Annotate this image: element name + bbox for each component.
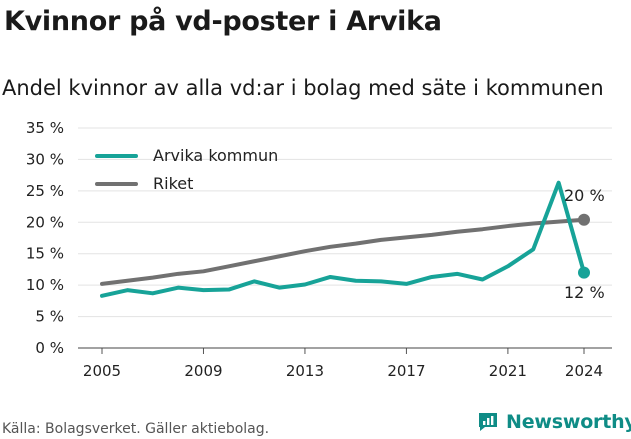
x-tick-label: 2017: [387, 362, 425, 380]
x-tick-label: 2021: [489, 362, 527, 380]
brand-logo: Newsworthy: [476, 410, 631, 434]
end-label-riket: 20 %: [564, 186, 605, 205]
brand-name: Newsworthy: [506, 411, 631, 433]
chart-subtitle: Andel kvinnor av alla vd:ar i bolag med …: [2, 76, 604, 100]
x-tick-label: 2024: [565, 362, 603, 380]
x-tick-label: 2005: [83, 362, 121, 380]
y-tick-label: 20 %: [26, 213, 64, 231]
x-tick-label: 2009: [184, 362, 222, 380]
chart-title: Kvinnor på vd-poster i Arvika: [4, 6, 442, 37]
legend: Arvika kommun Riket: [95, 146, 278, 193]
y-tick-label: 10 %: [26, 276, 64, 294]
y-tick-label: 15 %: [26, 245, 64, 263]
y-tick-label: 0 %: [35, 339, 64, 357]
y-tick-label: 25 %: [26, 182, 64, 200]
y-tick-label: 35 %: [26, 119, 64, 137]
source-note: Källa: Bolagsverket. Gäller aktiebolag.: [2, 421, 270, 437]
end-label-arvika: 12 %: [564, 283, 605, 302]
series-line-arvika: [100, 180, 586, 298]
gridlines: [78, 127, 612, 349]
x-tick-label: 2013: [286, 362, 324, 380]
end-point-riket: [578, 213, 590, 226]
legend-label-arvika: Arvika kommun: [153, 146, 278, 165]
y-tick-label: 5 %: [35, 308, 64, 326]
end-point-arvika: [578, 266, 590, 279]
x-axis-ticks: 2005 2009 2013 2017 2021 2024: [78, 347, 612, 380]
legend-label-riket: Riket: [153, 174, 193, 193]
y-tick-label: 30 %: [26, 150, 64, 168]
series-line-riket: [100, 217, 586, 286]
series-lines: [100, 180, 590, 298]
newsworthy-logo-icon: [479, 413, 497, 431]
y-axis-ticks: 0 % 5 % 10 % 15 % 20 % 25 % 30 % 35 %: [26, 119, 64, 357]
